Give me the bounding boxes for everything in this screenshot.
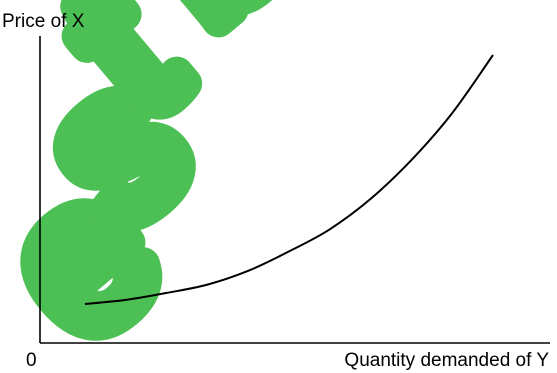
demand-curve [84,54,494,305]
origin-label: 0 [26,350,37,371]
watermark: e s t b [0,0,338,373]
x-axis-label: Quantity demanded of Y [344,350,549,371]
y-axis-label: Price of X [2,11,85,32]
